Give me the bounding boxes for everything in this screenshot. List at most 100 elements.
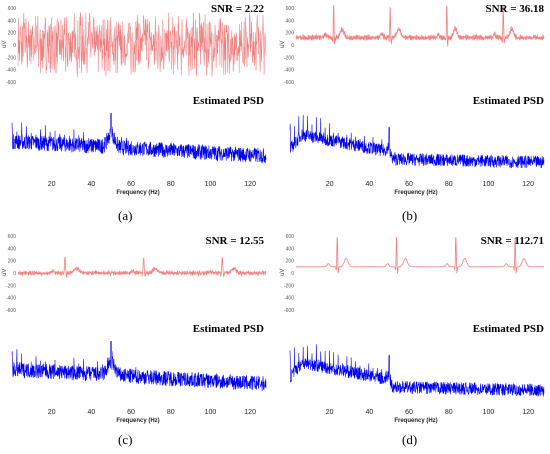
signal-ytick-d-6: -600	[284, 308, 294, 314]
signal-chart-a: 600 400 200 0 -200 -400 -600 uV SNR = 2.22	[2, 3, 267, 86]
snr-title-b: SNR = 36.18	[485, 3, 544, 15]
psd-xtick-a-3: 80	[167, 181, 175, 188]
signal-yticks-a: 600 400 200 0 -200 -400 -600	[6, 6, 16, 86]
signal-chart-d: 600 400 200 0 -200 -400 -600 uV SNR = 112.71	[280, 234, 545, 314]
psd-xtick-a-4: 100	[205, 181, 217, 188]
signal-ytick-c-6: -600	[6, 308, 16, 314]
signal-ytick-c-0: 600	[8, 234, 17, 240]
psd-trace-b	[289, 114, 545, 169]
signal-trace-b	[295, 4, 545, 47]
psd-xtick-d-4: 100	[483, 409, 495, 416]
signal-ytick-d-4: -200	[284, 283, 294, 289]
psd-xlabel-b: Frequency (Hz)	[394, 190, 437, 196]
signal-ytick-d-5: -400	[284, 296, 294, 302]
signal-trace-c	[17, 256, 267, 278]
signal-ytick-a-2: 200	[8, 31, 17, 37]
psd-title-d: Estimated PSD	[473, 323, 544, 335]
psd-xlabel-c: Frequency (Hz)	[116, 418, 159, 424]
psd-xtick-d-1: 40	[365, 409, 373, 416]
panel-d: 600 400 200 0 -200 -400 -600 uV SNR = 112.71 2…	[278, 228, 550, 428]
psd-chart-b: 20 40 60 80 100 120 Frequency (Hz) Estimated …	[289, 95, 545, 196]
psd-xticks-b: 20 40 60 80 100 120	[326, 181, 534, 188]
psd-xtick-d-2: 60	[405, 409, 413, 416]
signal-ytick-a-5: -400	[6, 68, 16, 74]
psd-title-b: Estimated PSD	[473, 95, 544, 107]
psd-xtick-c-4: 100	[205, 409, 217, 416]
psd-xtick-a-1: 40	[87, 181, 95, 188]
signal-ytick-d-3: 0	[291, 271, 294, 277]
signal-ytick-b-5: -400	[284, 68, 294, 74]
psd-xtick-d-0: 20	[326, 409, 334, 416]
psd-xtick-d-5: 120	[522, 409, 534, 416]
signal-ylabel-b: uV	[280, 41, 286, 48]
panel-label-d: (d)	[402, 432, 418, 447]
psd-xtick-b-4: 100	[483, 181, 495, 188]
signal-ytick-b-4: -200	[284, 55, 294, 61]
signal-ytick-b-0: 600	[286, 6, 295, 12]
signal-ytick-c-3: 0	[13, 271, 16, 277]
psd-xtick-b-1: 40	[365, 181, 373, 188]
psd-xtick-a-0: 20	[48, 181, 56, 188]
psd-xtick-c-1: 40	[87, 409, 95, 416]
signal-ylabel-d: uV	[280, 269, 286, 276]
signal-ytick-b-6: -600	[284, 80, 294, 86]
psd-xtick-b-2: 60	[405, 181, 413, 188]
psd-title-c: Estimated PSD	[193, 323, 264, 335]
psd-trace-d	[289, 344, 545, 397]
psd-trace-c	[11, 341, 267, 392]
signal-ytick-c-1: 400	[8, 246, 17, 252]
panel-b: 600 400 200 0 -200 -400 -600 uV SNR = 36.18 20…	[278, 0, 550, 200]
signal-ytick-a-6: -600	[6, 80, 16, 86]
psd-xticks-a: 20 40 60 80 100 120	[48, 181, 256, 188]
signal-yticks-c: 600 400 200 0 -200 -400 -600	[6, 234, 16, 314]
signal-ytick-a-4: -200	[6, 55, 16, 61]
signal-chart-c: 600 400 200 0 -200 -400 -600 uV SNR = 12.55	[2, 234, 267, 314]
signal-yticks-b: 600 400 200 0 -200 -400 -600	[284, 6, 294, 86]
psd-xlabel-d: Frequency (Hz)	[394, 418, 437, 424]
psd-chart-d: 20 40 60 80 100 120 Frequency (Hz) Estimated …	[289, 323, 545, 424]
psd-xticks-d: 20 40 60 80 100 120	[326, 409, 534, 416]
signal-ytick-b-2: 200	[286, 31, 295, 37]
signal-ytick-d-2: 200	[286, 259, 295, 265]
signal-ytick-a-3: 0	[13, 43, 16, 49]
snr-title-d: SNR = 112.71	[481, 235, 544, 247]
psd-xticks-c: 20 40 60 80 100 120	[48, 409, 256, 416]
signal-ytick-d-0: 600	[286, 234, 295, 240]
signal-yticks-d: 600 400 200 0 -200 -400 -600	[284, 234, 294, 314]
signal-trace-a	[17, 12, 267, 78]
panel-label-c: (c)	[118, 432, 133, 447]
signal-ytick-c-2: 200	[8, 259, 17, 265]
psd-xtick-a-5: 120	[244, 181, 256, 188]
panel-label-a: (a)	[118, 208, 133, 223]
psd-xtick-c-3: 80	[167, 409, 175, 416]
panel-a: 600 400 200 0 -200 -400 -600 uV SNR = 2.22 20 4…	[0, 0, 272, 200]
psd-xtick-b-3: 80	[445, 181, 453, 188]
snr-title-c: SNR = 12.55	[205, 235, 264, 247]
signal-ytick-a-1: 400	[8, 18, 17, 24]
panel-label-b: (b)	[402, 208, 418, 223]
signal-ytick-b-3: 0	[291, 43, 294, 49]
psd-xlabel-a: Frequency (Hz)	[116, 190, 159, 196]
psd-trace-a	[11, 113, 267, 164]
psd-title-a: Estimated PSD	[193, 95, 264, 107]
signal-ytick-c-4: -200	[6, 283, 16, 289]
signal-ylabel-a: uV	[2, 41, 8, 48]
psd-xtick-d-3: 80	[445, 409, 453, 416]
psd-xtick-c-2: 60	[127, 409, 135, 416]
psd-xtick-b-0: 20	[326, 181, 334, 188]
panel-c: 600 400 200 0 -200 -400 -600 uV SNR = 12.55 20…	[0, 228, 272, 428]
snr-title-a: SNR = 2.22	[211, 3, 265, 15]
psd-chart-a: 20 40 60 80 100 120 Frequency (Hz) Estimated …	[11, 95, 267, 196]
signal-ylabel-c: uV	[2, 269, 8, 276]
psd-xtick-a-2: 60	[127, 181, 135, 188]
psd-chart-c: 20 40 60 80 100 120 Frequency (Hz) Estimated …	[11, 323, 267, 424]
signal-ytick-b-1: 400	[286, 18, 295, 24]
psd-xtick-c-5: 120	[244, 409, 256, 416]
signal-ytick-c-5: -400	[6, 296, 16, 302]
signal-chart-b: 600 400 200 0 -200 -400 -600 uV SNR = 36.18	[280, 3, 545, 86]
signal-ytick-a-0: 600	[8, 6, 17, 12]
signal-trace-d	[296, 236, 545, 274]
psd-xtick-b-5: 120	[522, 181, 534, 188]
signal-ytick-d-1: 400	[286, 246, 295, 252]
psd-xtick-c-0: 20	[48, 409, 56, 416]
